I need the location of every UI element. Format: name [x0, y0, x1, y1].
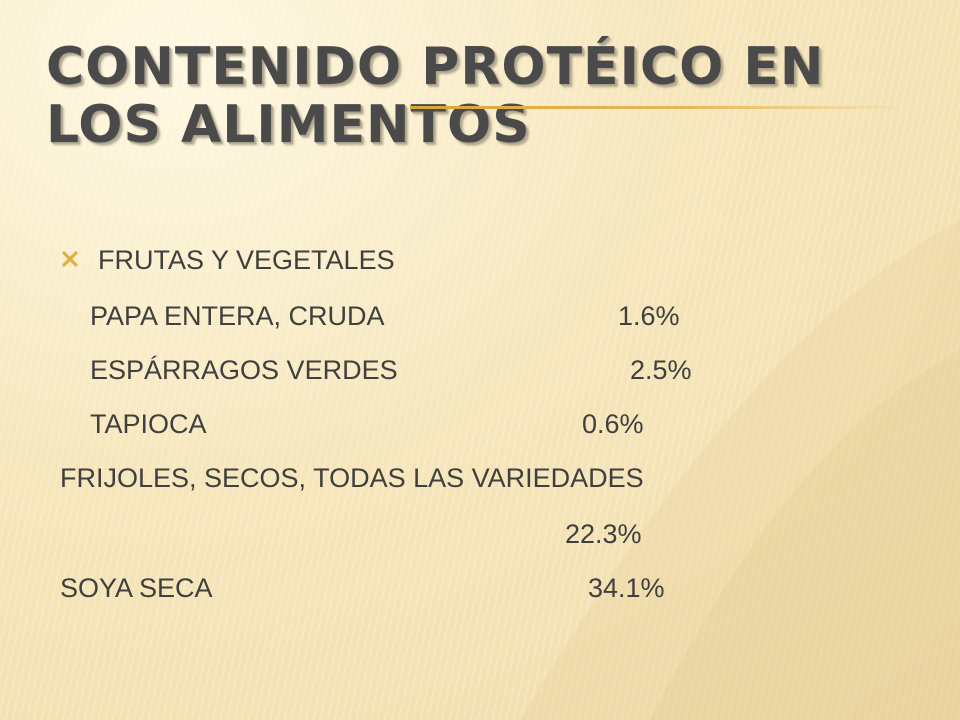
item-value: 0.6%: [582, 409, 644, 439]
item-value: 34.1%: [588, 573, 665, 603]
x-mark-icon: [62, 251, 78, 267]
item-value: 1.6%: [618, 301, 680, 331]
category-heading: FRUTAS Y VEGETALES: [98, 245, 395, 275]
item-name: ESPÁRRAGOS VERDES: [90, 355, 398, 385]
item-name: FRIJOLES, SECOS, TODAS LAS VARIEDADES: [60, 463, 644, 493]
item-name: TAPIOCA: [90, 409, 207, 439]
item-value: 22.3%: [565, 519, 642, 549]
item-name: PAPA ENTERA, CRUDA: [90, 301, 385, 331]
slide-title: CONTENIDO PROTÉICO EN LOS ALIMENTOS: [46, 37, 825, 155]
title-underline-rule: [410, 106, 910, 109]
title-line-1: CONTENIDO PROTÉICO EN: [46, 37, 825, 97]
title-line-2: LOS ALIMENTOS: [46, 95, 531, 155]
item-value: 2.5%: [630, 355, 692, 385]
item-name: SOYA SECA: [60, 573, 213, 603]
